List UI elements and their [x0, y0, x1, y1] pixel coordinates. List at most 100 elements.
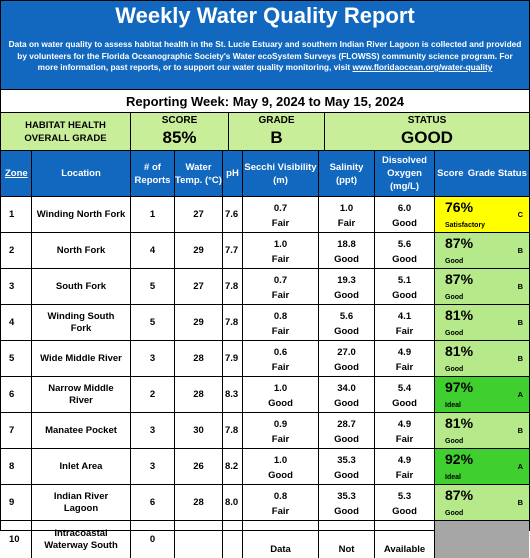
oxygen-value: 5.1 — [397, 275, 412, 286]
score-grade: C — [517, 210, 523, 219]
ph-cell — [223, 521, 243, 558]
report-intro: Data on water quality to assess habitat … — [6, 39, 524, 74]
oxygen-value: 4.1 — [397, 311, 412, 322]
zone-cell: 6 — [1, 377, 32, 412]
score-grade: B — [517, 498, 523, 507]
zone-cell: 4 — [1, 305, 32, 340]
score-percent: 76% — [445, 199, 474, 215]
oxygen-cell: 4.9 Fair — [375, 341, 435, 376]
score-percent: 87% — [445, 487, 474, 503]
header-grade-status: Grade Status — [467, 168, 527, 179]
temp-cell: 28 — [175, 485, 223, 520]
secchi-cell: 1.0 Good — [243, 449, 319, 484]
secchi-value: 1.0 — [273, 455, 288, 466]
oxygen-cell: 5.4 Good — [375, 377, 435, 412]
secchi-cell: 0.7 Fair — [243, 269, 319, 304]
overall-score: SCORE 85% — [131, 113, 229, 150]
secchi-quality: Fair — [271, 506, 290, 517]
score-percent: 92% — [445, 451, 474, 467]
location-cell: Inlet Area — [32, 449, 131, 484]
table-row: 7 Manatee Pocket 3 30 7.8 0.9 Fair 28.7 Go… — [1, 413, 529, 449]
oxygen-value: 5.4 — [397, 383, 412, 394]
oxygen-quality: Good — [392, 290, 417, 301]
location-cell: South Fork — [32, 269, 131, 304]
score-grade: B — [517, 318, 523, 327]
temp-cell: 28 — [175, 377, 223, 412]
temp-cell: 30 — [175, 413, 223, 448]
score-status: Satisfactory — [445, 222, 486, 229]
secchi-cell: 1.0 Fair — [243, 233, 319, 268]
oxygen-cell: 4.9 Fair — [375, 449, 435, 484]
secchi-quality: Good — [268, 470, 293, 481]
salinity-quality: Not — [338, 544, 355, 555]
reports-cell: 1 — [131, 197, 175, 232]
table-row: 3 South Fork 5 27 7.8 0.7 Fair 19.3 Good 5… — [1, 269, 529, 305]
report-title: Weekly Water Quality Report — [115, 3, 415, 28]
salinity-quality: Good — [334, 470, 359, 481]
ph-cell: 7.8 — [223, 305, 243, 340]
score-percent: 87% — [445, 271, 474, 287]
header-secchi: Secchi Visibility (m) — [243, 151, 319, 196]
reports-cell: 0 — [131, 521, 175, 558]
reports-cell: 3 — [131, 413, 175, 448]
header-reports: # of Reports — [131, 151, 175, 196]
score-grade: B — [517, 354, 523, 363]
website-link[interactable]: www.floridaocean.org/water-quality — [352, 62, 493, 72]
score-grade: B — [517, 426, 523, 435]
score-cell: 76% C Satisfactory — [435, 197, 529, 232]
salinity-quality: Good — [334, 434, 359, 445]
salinity-value: 34.0 — [337, 383, 356, 394]
table-row: 4 Winding South Fork 5 29 7.8 0.8 Fair 5.… — [1, 305, 529, 341]
table-row: 6 Narrow Middle River 2 28 8.3 1.0 Good 3… — [1, 377, 529, 413]
reports-cell: 6 — [131, 485, 175, 520]
header-dissolved-oxygen: Dissolved Oxygen (mg/L) — [375, 151, 435, 196]
score-status: Good — [445, 330, 464, 337]
table-body: 1 Winding North Fork 1 27 7.6 0.7 Fair 1.… — [1, 197, 529, 558]
score-value: 85% — [162, 128, 197, 147]
overall-grade: GRADE B — [229, 113, 325, 150]
oxygen-value: 5.6 — [397, 239, 412, 250]
habitat-health-label: HABITAT HEALTH OVERALL GRADE — [1, 113, 131, 150]
secchi-quality: Fair — [271, 290, 290, 301]
score-cell: 97% A Ideal — [435, 377, 529, 412]
secchi-cell: 0.9 Fair — [243, 413, 319, 448]
score-status: Ideal — [445, 402, 461, 409]
secchi-cell: Data — [243, 521, 319, 558]
ph-cell: 8.3 — [223, 377, 243, 412]
oxygen-cell: 4.9 Fair — [375, 413, 435, 448]
score-percent: 81% — [445, 307, 474, 323]
secchi-value: 0.8 — [273, 311, 288, 322]
score-status: Good — [445, 510, 464, 517]
secchi-cell: 0.7 Fair — [243, 197, 319, 232]
reporting-week: Reporting Week: May 9, 2024 to May 15, 2… — [1, 89, 529, 113]
zone-cell: 7 — [1, 413, 32, 448]
reports-cell: 3 — [131, 341, 175, 376]
overall-grade-row: HABITAT HEALTH OVERALL GRADE SCORE 85% G… — [1, 113, 529, 151]
oxygen-quality: Fair — [395, 362, 414, 373]
score-cell: 92% A Ideal — [435, 449, 529, 484]
oxygen-cell: 5.3 Good — [375, 485, 435, 520]
grade-value: B — [270, 128, 283, 147]
header-water-temp: Water Temp. (°C) — [175, 151, 223, 196]
score-cell: 81% B Good — [435, 305, 529, 340]
zone-cell: 2 — [1, 233, 32, 268]
secchi-value: 0.9 — [273, 419, 288, 430]
oxygen-cell: Available — [375, 521, 435, 558]
oxygen-quality: Good — [392, 398, 417, 409]
secchi-quality: Fair — [271, 254, 290, 265]
ph-cell: 7.7 — [223, 233, 243, 268]
secchi-quality: Fair — [271, 326, 290, 337]
secchi-cell: 0.8 Fair — [243, 485, 319, 520]
secchi-value: 0.7 — [273, 275, 288, 286]
oxygen-value: 4.9 — [397, 347, 412, 358]
score-cell: 87% B Good — [435, 269, 529, 304]
oxygen-quality: Good — [392, 506, 417, 517]
status-label: STATUS — [407, 115, 447, 126]
score-status: Good — [445, 438, 464, 445]
salinity-value: 19.3 — [337, 275, 356, 286]
temp-cell: 29 — [175, 305, 223, 340]
salinity-quality: Good — [334, 398, 359, 409]
zone-cell: 5 — [1, 341, 32, 376]
zone-cell: 1 — [1, 197, 32, 232]
score-status: Good — [445, 258, 464, 265]
